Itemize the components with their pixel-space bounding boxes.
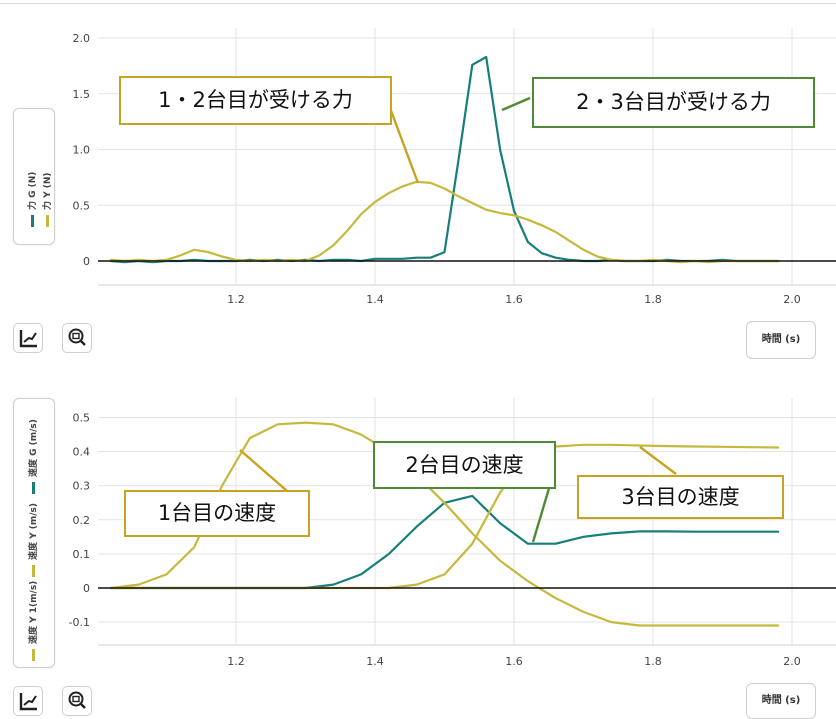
- velocity-chart-canvas[interactable]: 0.5 0.4 0.3 0.2 0.1 0 -0.1 1.2 1.4 1.6 1.8 2.0: [0, 370, 836, 719]
- legend-label: 力 Y (N): [43, 172, 53, 210]
- y-tick-label: 0.4: [73, 446, 91, 459]
- x-tick-label: 1.8: [644, 293, 662, 306]
- annotation-velocity-2: 2台目の速度: [373, 441, 556, 489]
- annotation-text: 2台目の速度: [405, 453, 524, 477]
- axis-fit-icon: [19, 693, 37, 711]
- y-tick-label: 0.5: [73, 412, 91, 425]
- zoom-button[interactable]: [62, 686, 92, 716]
- x-tick-label: 1.4: [366, 293, 384, 306]
- legend-entry-force-g[interactable]: 力 G (N): [25, 172, 38, 227]
- legend-entry-velocity-y1[interactable]: 速度 Y 1(m/s): [26, 581, 39, 661]
- y-tick-label: 0.1: [73, 548, 91, 561]
- legend-swatch-olive: [32, 565, 35, 577]
- x-tick-label: 1.6: [505, 655, 523, 668]
- x-axis-selector[interactable]: 時間 (s): [746, 683, 816, 719]
- legend-label: 速度 Y (m/s): [29, 502, 39, 560]
- annotation-force-23: 2・3台目が受ける力: [532, 77, 815, 128]
- annotation-leader-line: [501, 96, 531, 112]
- y-tick-label: -0.1: [69, 616, 90, 629]
- x-tick-label: 2.0: [783, 293, 801, 306]
- legend-entry-velocity-y[interactable]: 速度 Y (m/s): [26, 503, 39, 577]
- zoom-icon: [68, 691, 86, 709]
- series-line-3: [109, 421, 780, 627]
- legend-swatch-teal: [31, 215, 34, 227]
- x-axis-label: 時間 (s): [761, 334, 801, 345]
- force-chart-legend[interactable]: 力 G (N) 力 Y (N): [13, 108, 55, 245]
- y-tick-label: 0.3: [73, 480, 91, 493]
- y-tick-label: 0.2: [73, 514, 91, 527]
- y-tick-label: 0: [83, 255, 90, 268]
- axis-fit-button[interactable]: [13, 686, 43, 716]
- legend-swatch-olive: [46, 215, 49, 227]
- x-axis-label: 時間 (s): [761, 695, 801, 706]
- annotation-text: 3台目の速度: [621, 485, 740, 509]
- y-tick-label: 2.0: [73, 32, 91, 45]
- x-tick-label: 1.2: [227, 655, 245, 668]
- legend-swatch-teal: [32, 482, 35, 494]
- legend-label: 速度 Y 1(m/s): [29, 580, 39, 644]
- annotation-text: 2・3台目が受ける力: [576, 90, 771, 114]
- y-tick-label: 0: [83, 582, 90, 595]
- legend-entry-velocity-g[interactable]: 速度 G (m/s): [26, 419, 39, 494]
- force-chart: 2.0 1.5 1.0 0.5 0 1.2 1.4 1.6 1.8 2.0 力 G (N) 力 Y…: [0, 0, 836, 370]
- legend-swatch-olive: [32, 649, 35, 661]
- x-tick-label: 2.0: [783, 655, 801, 668]
- velocity-chart: 0.5 0.4 0.3 0.2 0.1 0 -0.1 1.2 1.4 1.6 1.8 2.0 速度 G…: [0, 370, 836, 719]
- legend-entry-force-y[interactable]: 力 Y (N): [40, 172, 53, 227]
- zoom-button[interactable]: [62, 323, 92, 353]
- x-tick-label: 1.8: [644, 655, 662, 668]
- annotation-text: 1・2台目が受ける力: [158, 88, 353, 112]
- annotation-text: 1台目の速度: [157, 501, 277, 525]
- zoom-icon: [68, 328, 86, 346]
- x-tick-label: 1.4: [366, 655, 384, 668]
- annotation-velocity-1: 1台目の速度: [124, 490, 310, 537]
- x-axis-selector[interactable]: 時間 (s): [746, 321, 816, 359]
- axis-fit-icon: [19, 330, 37, 348]
- annotation-leader-line: [639, 446, 677, 475]
- x-tick-label: 1.2: [227, 293, 245, 306]
- top-divider: [0, 3, 836, 4]
- legend-label: 速度 G (m/s): [29, 419, 39, 477]
- legend-label: 力 G (N): [28, 171, 38, 210]
- annotation-velocity-3: 3台目の速度: [577, 475, 784, 519]
- force-chart-canvas[interactable]: 2.0 1.5 1.0 0.5 0 1.2 1.4 1.6 1.8 2.0: [0, 0, 836, 370]
- annotation-force-12: 1・2台目が受ける力: [119, 76, 392, 125]
- y-tick-label: 0.5: [73, 199, 91, 212]
- y-tick-label: 1.5: [73, 88, 91, 101]
- annotation-leader-line: [388, 107, 420, 184]
- velocity-chart-legend[interactable]: 速度 G (m/s) 速度 Y (m/s) 速度 Y 1(m/s): [13, 398, 55, 668]
- axis-fit-button[interactable]: [13, 323, 43, 353]
- y-tick-label: 1.0: [73, 144, 91, 157]
- x-tick-label: 1.6: [505, 293, 523, 306]
